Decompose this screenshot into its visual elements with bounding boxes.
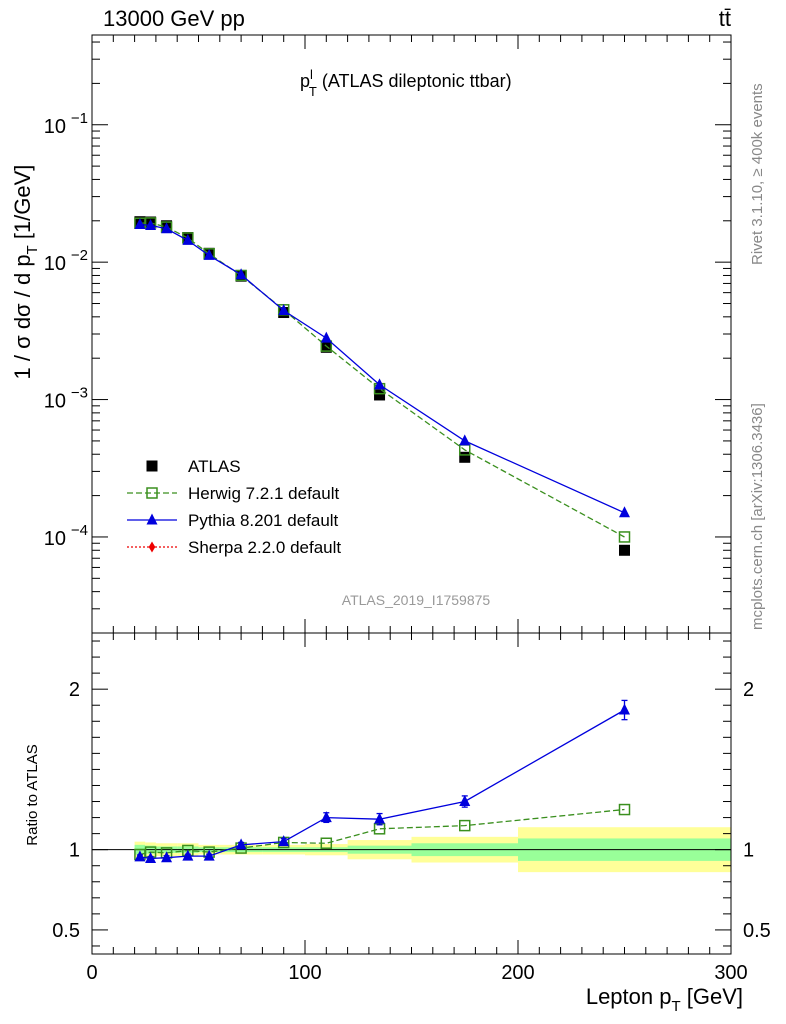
ratio-data-point	[145, 852, 157, 864]
ratio-y-tick-label: 2	[69, 679, 80, 701]
main-data-point	[134, 217, 146, 229]
main-data-point	[161, 222, 173, 234]
legend-label: ATLAS	[188, 457, 241, 476]
legend-label: Herwig 7.2.1 default	[188, 484, 339, 503]
ratio-y-tick-label-right: 0.5	[743, 920, 771, 942]
ratio-data-point	[459, 795, 471, 807]
ratio-y-tick-label-right: 2	[743, 679, 754, 701]
main-data-point	[619, 544, 630, 556]
energy-label: 13000 GeV pp	[103, 6, 245, 31]
main-y-tick-label-exp: −3	[71, 385, 88, 402]
legend-label: Pythia 8.201 default	[188, 511, 339, 530]
legend: ATLAS Herwig 7.2.1 default Pythia 8.201 de…	[127, 457, 341, 557]
main-ylabel: 1 / σ dσ / d pT [1/GeV]	[10, 165, 41, 380]
main-y-tick-label-exp: −2	[71, 247, 88, 264]
x-tick-label: 0	[86, 962, 97, 984]
main-y-tick-label: 10	[44, 391, 66, 413]
ratio-data-point	[182, 849, 194, 861]
ratio-data-point	[278, 835, 290, 847]
main-y-tick-label-exp: −4	[71, 522, 88, 539]
legend-marker	[146, 460, 158, 472]
main-data-point	[618, 531, 631, 543]
ratio-y-tick-label-right: 1	[743, 840, 754, 862]
legend-marker	[146, 513, 158, 525]
ratio-y-tick-label: 1	[69, 840, 80, 862]
main-data-point	[145, 218, 157, 230]
mcplots-label: mcplots.cern.ch [arXiv:1306.3436]	[749, 403, 766, 630]
ratio-frame	[91, 632, 732, 955]
ratio-data-point	[161, 851, 173, 863]
legend-marker	[148, 541, 156, 553]
main-data-point	[459, 434, 471, 446]
main-y-tick-label-exp: −1	[71, 110, 88, 127]
legend-marker	[146, 487, 158, 499]
main-data-point	[459, 451, 471, 463]
main-title: pl T (ATLAS dileptonic ttbar)	[300, 67, 512, 99]
ratio-y-tick-label: 0.5	[52, 920, 80, 942]
ratio-data-point	[134, 850, 146, 862]
main-data-point	[203, 248, 215, 260]
x-tick-label: 200	[501, 962, 534, 984]
ratio-data-point	[320, 811, 332, 823]
main-data-point	[182, 233, 194, 245]
main-data-point	[619, 506, 630, 518]
ratio-data-point	[235, 838, 247, 850]
ratio-data-point	[619, 703, 630, 715]
ratio-data-point	[374, 812, 386, 824]
x-tick-label: 100	[288, 962, 321, 984]
main-data-point	[374, 378, 386, 390]
analysis-label: ATLAS_2019_I1759875	[342, 592, 491, 608]
legend-label: Sherpa 2.2.0 default	[188, 538, 341, 557]
main-data-point	[235, 268, 247, 280]
main-data-point	[320, 341, 332, 353]
ratio-panel: 0 100 200 300 0.5 0.5 1 1 2 2 Ratio to ATLAS Lept…	[24, 632, 771, 1015]
main-data-point	[278, 303, 290, 315]
ratio-data-point	[459, 819, 471, 832]
main-y-tick-label: 10	[44, 528, 66, 550]
process-label: tt̄	[719, 6, 731, 31]
ratio-data-point	[203, 849, 215, 861]
main-data-point	[374, 389, 386, 401]
main-y-tick-label: 10	[44, 116, 66, 138]
ratio-ylabel: Ratio to ATLAS	[24, 744, 41, 845]
ratio-data-point	[618, 803, 631, 816]
rivet-label: Rivet 3.1.10, ≥ 400k events	[749, 83, 766, 265]
x-tick-label: 300	[714, 962, 747, 984]
main-y-tick-label: 10	[44, 253, 66, 275]
main-data-point	[320, 331, 332, 343]
main-panel: 10 −1 10 −2 10 −3 10 −4 pl T (ATLAS dileptonic t…	[10, 34, 732, 634]
x-axis-label: Lepton pT [GeV]	[586, 984, 743, 1015]
ratio-data-point	[320, 837, 333, 850]
